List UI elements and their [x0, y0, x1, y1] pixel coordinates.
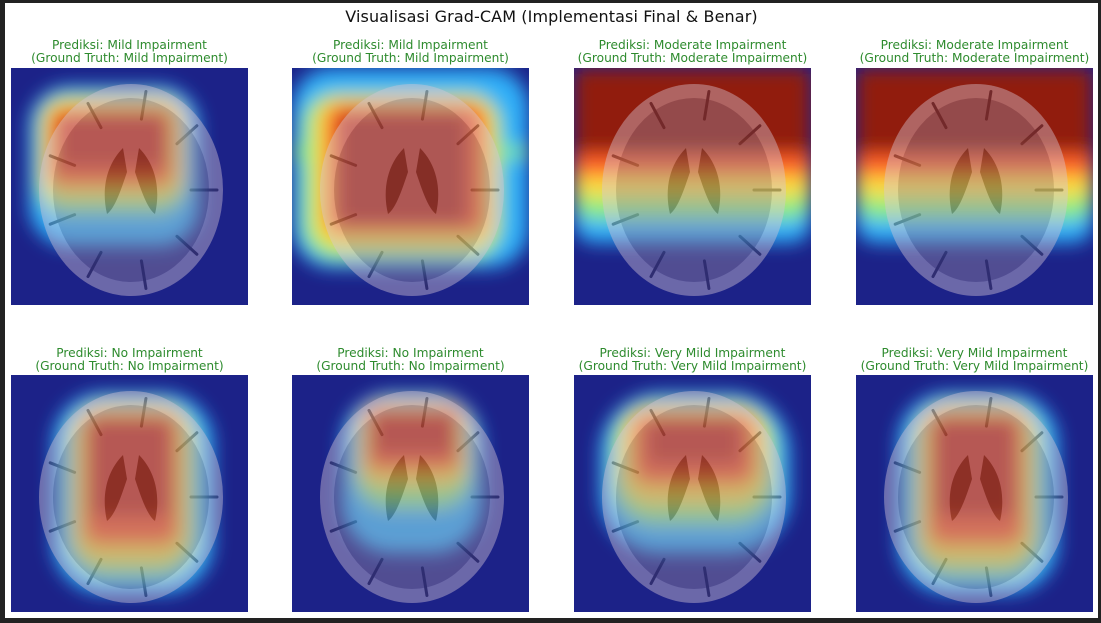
prediction-label: Prediksi: Mild Impairment — [333, 38, 488, 52]
panel-caption: Prediksi: Very Mild Impairment (Ground T… — [544, 347, 841, 373]
figure-canvas: Visualisasi Grad-CAM (Implementasi Final… — [5, 3, 1098, 618]
gradcam-image — [856, 68, 1093, 305]
gradcam-image — [11, 68, 248, 305]
ground-truth-label: (Ground Truth: Very Mild Impairment) — [578, 359, 807, 373]
heatmap-overlay — [574, 68, 811, 305]
panel-caption: Prediksi: No Impairment (Ground Truth: N… — [0, 347, 278, 373]
gradcam-image — [292, 68, 529, 305]
prediction-label: Prediksi: Very Mild Impairment — [881, 346, 1068, 360]
heatmap-overlay — [292, 375, 529, 612]
ground-truth-label: (Ground Truth: No Impairment) — [316, 359, 505, 373]
gradcam-image — [574, 68, 811, 305]
prediction-label: Prediksi: No Impairment — [56, 346, 203, 360]
heatmap-overlay — [11, 375, 248, 612]
prediction-label: Prediksi: Mild Impairment — [52, 38, 207, 52]
prediction-label: Prediksi: No Impairment — [337, 346, 484, 360]
prediction-label: Prediksi: Very Mild Impairment — [599, 346, 786, 360]
ground-truth-label: (Ground Truth: Moderate Impairment) — [859, 51, 1090, 65]
panel-caption: Prediksi: Very Mild Impairment (Ground T… — [826, 347, 1101, 373]
panel-caption: Prediksi: Mild Impairment (Ground Truth:… — [0, 39, 278, 65]
ground-truth-label: (Ground Truth: Mild Impairment) — [312, 51, 509, 65]
gradcam-image — [856, 375, 1093, 612]
ground-truth-label: (Ground Truth: Mild Impairment) — [31, 51, 228, 65]
ground-truth-label: (Ground Truth: No Impairment) — [35, 359, 224, 373]
prediction-label: Prediksi: Moderate Impairment — [880, 38, 1069, 52]
heatmap-overlay — [11, 68, 248, 305]
heatmap-overlay — [856, 375, 1093, 612]
heatmap-overlay — [856, 68, 1093, 305]
panel-caption: Prediksi: Moderate Impairment (Ground Tr… — [544, 39, 841, 65]
ground-truth-label: (Ground Truth: Moderate Impairment) — [577, 51, 808, 65]
panel-caption: Prediksi: No Impairment (Ground Truth: N… — [262, 347, 559, 373]
gradcam-image — [11, 375, 248, 612]
figure-title: Visualisasi Grad-CAM (Implementasi Final… — [345, 7, 758, 26]
panel-caption: Prediksi: Mild Impairment (Ground Truth:… — [262, 39, 559, 65]
heatmap-overlay — [292, 68, 529, 305]
panel-caption: Prediksi: Moderate Impairment (Ground Tr… — [826, 39, 1101, 65]
heatmap-overlay — [574, 375, 811, 612]
gradcam-image — [574, 375, 811, 612]
ground-truth-label: (Ground Truth: Very Mild Impairment) — [860, 359, 1089, 373]
gradcam-image — [292, 375, 529, 612]
prediction-label: Prediksi: Moderate Impairment — [598, 38, 787, 52]
